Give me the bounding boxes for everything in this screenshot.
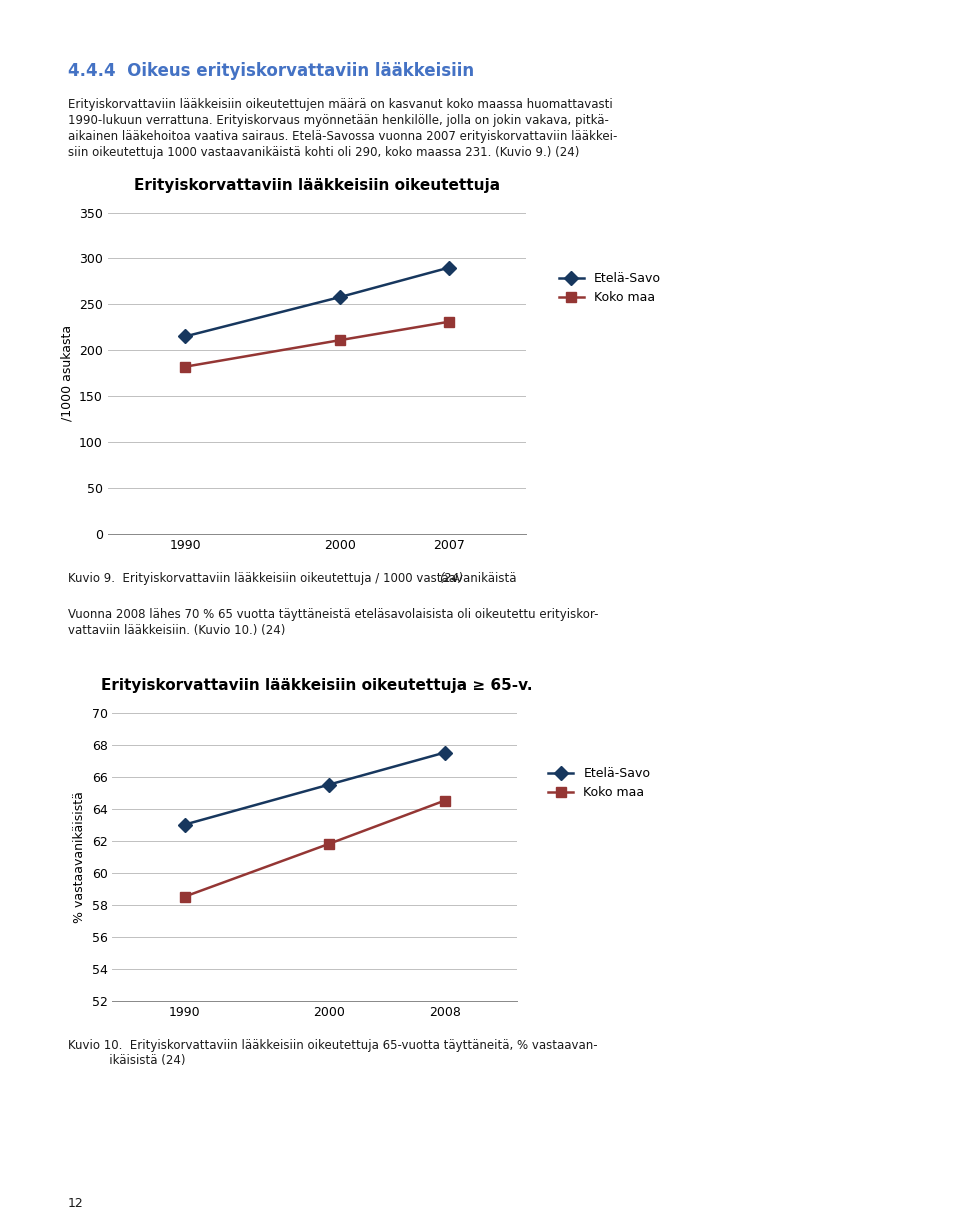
Y-axis label: % vastaavanikäisistä: % vastaavanikäisistä [73,791,86,922]
Text: 12: 12 [68,1198,84,1210]
Text: Kuvio 9.  Erityiskorvattaviin lääkkeisiin oikeutettuja / 1000 vastaavanikäistä: Kuvio 9. Erityiskorvattaviin lääkkeisiin… [68,572,520,585]
Text: 4.4.4  Oikeus erityiskorvattaviin lääkkeisiin: 4.4.4 Oikeus erityiskorvattaviin lääkkei… [68,62,474,80]
Text: ikäisistä (24): ikäisistä (24) [68,1054,185,1067]
Legend: Etelä-Savo, Koko maa: Etelä-Savo, Koko maa [554,267,665,309]
Legend: Etelä-Savo, Koko maa: Etelä-Savo, Koko maa [543,762,656,804]
Text: vattaviin lääkkeisiin. (Kuvio 10.) (24): vattaviin lääkkeisiin. (Kuvio 10.) (24) [68,624,285,636]
Text: siin oikeutettuja 1000 vastaavanikäistä kohti oli 290, koko maassa 231. (Kuvio 9: siin oikeutettuja 1000 vastaavanikäistä … [68,146,580,159]
Text: Vuonna 2008 lähes 70 % 65 vuotta täyttäneistä eteläsavolaisista oli oikeutettu e: Vuonna 2008 lähes 70 % 65 vuotta täyttän… [68,608,598,621]
Text: SELVITYSOSA: SELVITYSOSA [17,6,106,18]
Text: (24): (24) [440,572,464,585]
Y-axis label: /1000 asukasta: /1000 asukasta [60,325,73,421]
Text: Erityiskorvattaviin lääkkeisiin oikeutettuja: Erityiskorvattaviin lääkkeisiin oikeutet… [134,178,500,194]
Text: Erityiskorvattaviin lääkkeisiin oikeutettuja ≥ 65-v.: Erityiskorvattaviin lääkkeisiin oikeutet… [101,678,533,692]
Text: Kuvio 10.  Erityiskorvattaviin lääkkeisiin oikeutettuja 65-vuotta täyttäneitä, %: Kuvio 10. Erityiskorvattaviin lääkkeisii… [68,1039,598,1051]
Text: 1990-lukuun verrattuna. Erityiskorvaus myönnetään henkilölle, jolla on jokin vak: 1990-lukuun verrattuna. Erityiskorvaus m… [68,114,609,127]
Text: aikainen lääkehoitoa vaativa sairaus. Etelä-Savossa vuonna 2007 erityiskorvattav: aikainen lääkehoitoa vaativa sairaus. Et… [68,130,617,144]
Text: Erityiskorvattaviin lääkkeisiin oikeutettujen määrä on kasvanut koko maassa huom: Erityiskorvattaviin lääkkeisiin oikeutet… [68,99,612,111]
